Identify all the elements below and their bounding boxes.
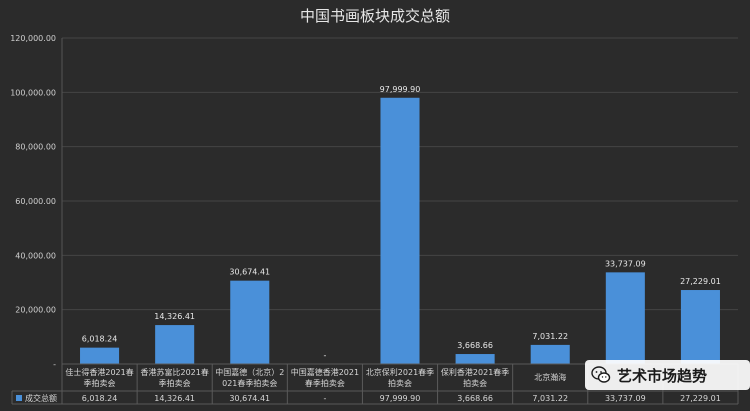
table-value: 7,031.22 — [532, 394, 568, 403]
table-value: 14,326.41 — [154, 394, 195, 403]
category-label: 季拍卖会 — [84, 378, 116, 388]
y-tick-label: 60,000.00 — [15, 197, 56, 206]
table-value: 3,668.66 — [457, 394, 493, 403]
data-label: - — [323, 351, 326, 360]
bar — [530, 344, 570, 364]
bar — [680, 290, 720, 364]
category-label: 021春季拍卖会 — [222, 378, 277, 388]
category-label: 拍卖会 — [388, 378, 412, 388]
legend-label: 成交总额 — [25, 393, 57, 403]
category-label: 拍卖会 — [463, 378, 487, 388]
table-value: 27,229.01 — [680, 394, 721, 403]
table-value: - — [323, 394, 326, 403]
watermark-text: 艺术市场趋势 — [617, 366, 708, 385]
table-value: 97,999.90 — [380, 394, 421, 403]
y-tick-label: 20,000.00 — [15, 306, 56, 315]
bar — [230, 280, 270, 364]
category-label: 北京保利2021春季 — [366, 367, 434, 377]
bars — [80, 97, 720, 364]
table-value: 30,674.41 — [229, 394, 270, 403]
data-labels: 6,018.24 14,326.41 30,674.41 - 97,999.90 3,66… — [82, 85, 721, 360]
data-table: 佳士得香港2021春季拍卖会香港苏富比2021春季拍卖会中国嘉德（北京）2021… — [11, 363, 739, 405]
chart-title: 中国书画板块成交总额 — [300, 7, 450, 25]
category-label: 北京瀚海 — [534, 372, 566, 382]
category-label: 季拍卖会 — [159, 378, 191, 388]
bar — [605, 272, 645, 364]
bar — [155, 325, 195, 364]
data-label: 6,018.24 — [82, 335, 118, 344]
y-tick-label: 120,000.00 — [10, 34, 56, 43]
data-label: 3,668.66 — [457, 341, 493, 350]
category-label: 保利香港2021春季 — [441, 367, 509, 377]
data-label: 7,031.22 — [532, 332, 568, 341]
y-tick-label: 100,000.00 — [10, 88, 56, 97]
table-value: 6,018.24 — [82, 394, 118, 403]
category-label: 春季拍卖会 — [305, 378, 345, 388]
bar — [380, 97, 420, 364]
y-axis: - 20,000.00 40,000.00 60,000.00 80,000.00 100… — [10, 34, 63, 369]
category-label: 佳士得香港2021春 — [65, 367, 133, 377]
y-tick-label: - — [53, 360, 56, 369]
table-value: 33,737.09 — [605, 394, 646, 403]
data-label: 30,674.41 — [229, 268, 270, 277]
category-label: 中国嘉德香港2021 — [291, 367, 359, 377]
category-label: 中国嘉德（北京）2 — [215, 367, 284, 377]
data-label: 97,999.90 — [380, 85, 421, 94]
wechat-icon — [591, 366, 611, 383]
y-tick-label: 80,000.00 — [15, 143, 56, 152]
data-label: 27,229.01 — [680, 277, 721, 286]
bar — [455, 354, 495, 364]
data-label: 33,737.09 — [605, 259, 646, 268]
data-label: 14,326.41 — [154, 312, 195, 321]
y-tick-label: 40,000.00 — [15, 251, 56, 260]
watermark: 艺术市场趋势 — [585, 360, 750, 390]
bar — [80, 347, 120, 364]
category-label: 香港苏富比2021春 — [140, 367, 208, 377]
legend-swatch — [16, 395, 22, 401]
